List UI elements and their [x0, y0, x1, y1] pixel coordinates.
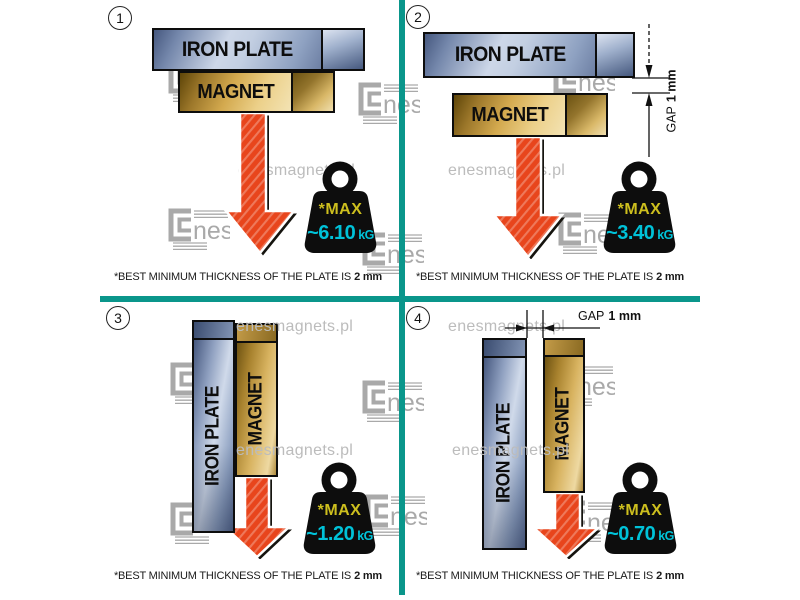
panel-number-text: 4 [414, 310, 422, 326]
weight-icon: *MAX ~1.20 kG [297, 462, 382, 559]
pull-force-arrow-icon [491, 136, 565, 259]
watermark-site-text: enesmagnets.pl [236, 318, 354, 335]
magnet-face: MAGNET [454, 95, 565, 135]
magnet-end-face [545, 340, 583, 357]
panel-4-caption: *BEST MINIMUM THICKNESS OF THE PLATE IS 2… [400, 570, 700, 582]
panel-1-caption: *BEST MINIMUM THICKNESS OF THE PLATE IS 2… [98, 271, 398, 283]
caption-text: *BEST MINIMUM THICKNESS OF THE PLATE IS [415, 271, 654, 283]
kg-unit: kG [357, 529, 373, 543]
svg-text:nes: nes [390, 503, 427, 531]
magnet-face: MAGNET [180, 73, 291, 111]
magnet-block: MAGNET [452, 93, 608, 137]
magnet-label: MAGNET [245, 372, 267, 446]
watermark-site-text: enesmagnets.pl [448, 318, 566, 335]
iron-plate-end-face [194, 322, 233, 340]
panel-4-number: 4 [406, 306, 430, 330]
svg-text:nes: nes [387, 389, 424, 417]
weight-icon: *MAX ~3.40 kG [597, 161, 682, 258]
max-label: *MAX [618, 502, 663, 519]
enes-logo-icon: nes [166, 206, 233, 257]
iron-plate-label: IRON PLATE [182, 37, 293, 61]
panel-number-text: 1 [116, 10, 124, 26]
magnet-label: MAGNET [197, 80, 274, 103]
caption-text: *BEST MINIMUM THICKNESS OF THE PLATE IS [113, 570, 352, 582]
magnet-block: MAGNET [178, 71, 335, 113]
gap-value: 1 mm [608, 309, 642, 323]
iron-plate-face: IRON PLATE [194, 340, 233, 531]
max-force-value: ~3.40 kG [597, 222, 682, 245]
svg-text:nes: nes [387, 241, 424, 269]
panel-1-number: 1 [108, 6, 132, 30]
iron-plate-block: IRON PLATE [423, 32, 635, 78]
pull-force-arrow-icon [221, 476, 293, 559]
gap-dimension-icon [632, 24, 670, 157]
panel-number-text: 3 [114, 310, 122, 326]
max-label: *MAX [318, 201, 363, 218]
max-force-number: ~1.20 [306, 523, 355, 545]
gap-text: GAP [578, 309, 605, 323]
kg-unit: kG [657, 228, 673, 242]
magnet-end-face [565, 95, 606, 135]
caption-bold: 2 mm [354, 271, 383, 283]
panel-2-number: 2 [406, 5, 430, 29]
enes-logo-icon: nes [356, 80, 423, 131]
magnet-label: MAGNET [471, 103, 548, 126]
magnet-block: MAGNET [235, 323, 278, 477]
watermark-site-text: enesmagnets.pl [452, 442, 570, 459]
iron-plate-label: IRON PLATE [454, 43, 566, 66]
max-force-value: ~6.10 kG [298, 222, 383, 245]
iron-plate-end-face [595, 34, 633, 76]
iron-plate-end-face [321, 30, 363, 69]
max-force-number: ~3.40 [606, 222, 655, 244]
enes-logo-icon: nes [360, 378, 427, 429]
iron-plate-face: IRON PLATE [484, 358, 525, 548]
magnet-block: MAGNET [543, 338, 585, 493]
caption-bold: 2 mm [354, 570, 383, 582]
max-force-value: ~0.70 kG [598, 523, 683, 546]
iron-plate-label: IRON PLATE [202, 385, 224, 486]
svg-text:nes: nes [193, 217, 230, 245]
iron-plate-end-face [484, 340, 525, 358]
max-force-value: ~1.20 kG [297, 523, 382, 546]
caption-bold: 2 mm [656, 271, 685, 283]
pull-force-arrow-icon [223, 111, 297, 256]
panel-2-caption: *BEST MINIMUM THICKNESS OF THE PLATE IS 2… [400, 271, 700, 283]
panel-3-caption: *BEST MINIMUM THICKNESS OF THE PLATE IS 2… [98, 570, 398, 582]
max-force-number: ~0.70 [607, 523, 656, 545]
caption-bold: 2 mm [656, 570, 685, 582]
gap-text: GAP [665, 106, 679, 133]
iron-plate-block: IRON PLATE [482, 338, 527, 550]
magnet-face: MAGNET [545, 357, 583, 491]
max-label: *MAX [317, 502, 362, 519]
caption-text: *BEST MINIMUM THICKNESS OF THE PLATE IS [113, 271, 352, 283]
gap-dimension-icon [505, 310, 600, 338]
max-label: *MAX [617, 201, 662, 218]
magnet-end-face [291, 73, 333, 111]
gap-label: GAP 1 mm [644, 42, 700, 160]
magnet-face: MAGNET [237, 343, 276, 475]
kg-unit: kG [358, 228, 374, 242]
weight-icon: *MAX ~6.10 kG [298, 161, 383, 258]
kg-unit: kG [658, 529, 674, 543]
watermark-site-text: enesmagnets.pl [236, 442, 354, 459]
gap-value: 1 mm [665, 69, 679, 103]
divider-horizontal [100, 296, 700, 302]
weight-icon: *MAX ~0.70 kG [598, 462, 683, 559]
caption-text: *BEST MINIMUM THICKNESS OF THE PLATE IS [415, 570, 654, 582]
iron-plate-face: IRON PLATE [154, 30, 321, 69]
iron-plate-face: IRON PLATE [425, 34, 595, 76]
pull-force-arrow-icon [530, 492, 602, 559]
iron-plate-block: IRON PLATE [152, 28, 365, 71]
panel-3-number: 3 [106, 306, 130, 330]
max-force-number: ~6.10 [307, 222, 356, 244]
magnet-end-face [237, 325, 276, 343]
panel-number-text: 2 [414, 9, 422, 25]
iron-plate-block: IRON PLATE [192, 320, 235, 533]
